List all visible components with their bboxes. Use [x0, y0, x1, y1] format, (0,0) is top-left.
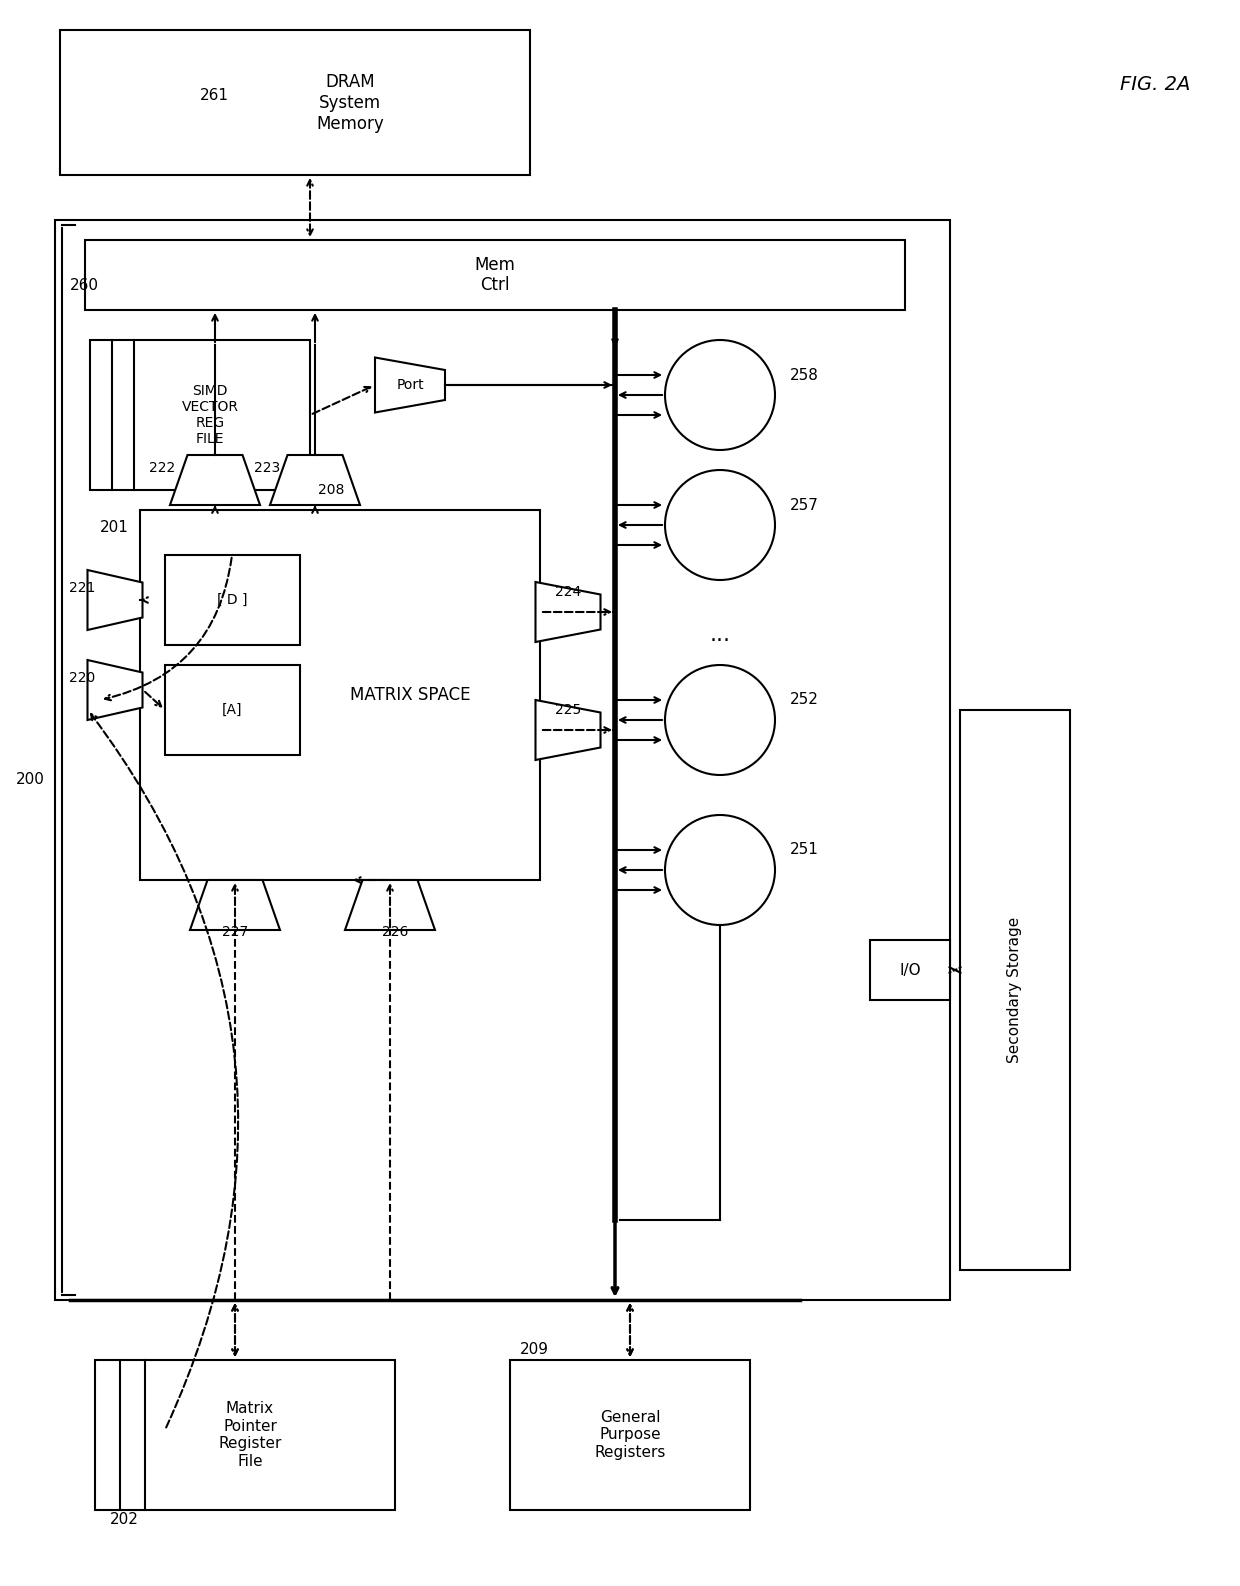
Text: 227: 227 [222, 925, 248, 939]
Text: 225: 225 [554, 703, 582, 717]
Text: 260: 260 [69, 278, 99, 292]
Text: 200: 200 [16, 772, 45, 788]
Polygon shape [170, 455, 260, 504]
Bar [960, 711, 1070, 1270]
Text: 222: 222 [149, 462, 175, 474]
Bar [86, 239, 905, 309]
Polygon shape [88, 569, 143, 630]
Text: 220: 220 [68, 671, 95, 685]
Text: SIMD
VECTOR
REG
FILE: SIMD VECTOR REG FILE [181, 384, 238, 446]
Bar [165, 665, 300, 755]
Text: 221: 221 [68, 580, 95, 595]
Polygon shape [190, 880, 280, 929]
Text: Mem
Ctrl: Mem Ctrl [475, 255, 516, 295]
Text: 257: 257 [790, 498, 818, 512]
Text: MATRIX SPACE: MATRIX SPACE [350, 687, 470, 704]
Bar [95, 1361, 396, 1510]
Text: DRAM
System
Memory: DRAM System Memory [316, 73, 384, 133]
Text: 251: 251 [790, 842, 818, 858]
Polygon shape [374, 357, 445, 412]
Polygon shape [345, 880, 435, 929]
Bar [165, 555, 300, 646]
Text: FIG. 2A: FIG. 2A [1120, 76, 1190, 95]
Text: ...: ... [709, 625, 730, 646]
Polygon shape [536, 699, 600, 760]
Circle shape [665, 469, 775, 580]
Polygon shape [536, 582, 600, 642]
Circle shape [665, 339, 775, 450]
Text: Port: Port [397, 377, 424, 392]
Text: 258: 258 [790, 368, 818, 382]
Text: 261: 261 [200, 87, 229, 103]
Polygon shape [270, 455, 360, 504]
Text: 209: 209 [520, 1342, 549, 1358]
Text: General
Purpose
Registers: General Purpose Registers [594, 1410, 666, 1459]
Text: 223: 223 [254, 462, 280, 474]
Text: I/O: I/O [899, 963, 921, 977]
Polygon shape [88, 660, 143, 720]
Bar [60, 30, 529, 174]
Text: [A]: [A] [222, 703, 242, 717]
Text: [ D ]: [ D ] [217, 593, 247, 607]
Bar [510, 1361, 750, 1510]
Text: 224: 224 [554, 585, 582, 600]
Circle shape [665, 665, 775, 776]
Text: 226: 226 [382, 925, 408, 939]
Bar [870, 940, 950, 1001]
Text: Matrix
Pointer
Register
File: Matrix Pointer Register File [218, 1402, 281, 1469]
Text: 202: 202 [110, 1513, 139, 1527]
Text: 252: 252 [790, 693, 818, 707]
Bar [55, 220, 950, 1301]
Bar [140, 511, 539, 880]
Text: 208: 208 [317, 484, 345, 496]
Text: 201: 201 [100, 520, 129, 534]
Bar [91, 339, 310, 490]
Circle shape [665, 815, 775, 925]
Text: Secondary Storage: Secondary Storage [1007, 917, 1023, 1063]
